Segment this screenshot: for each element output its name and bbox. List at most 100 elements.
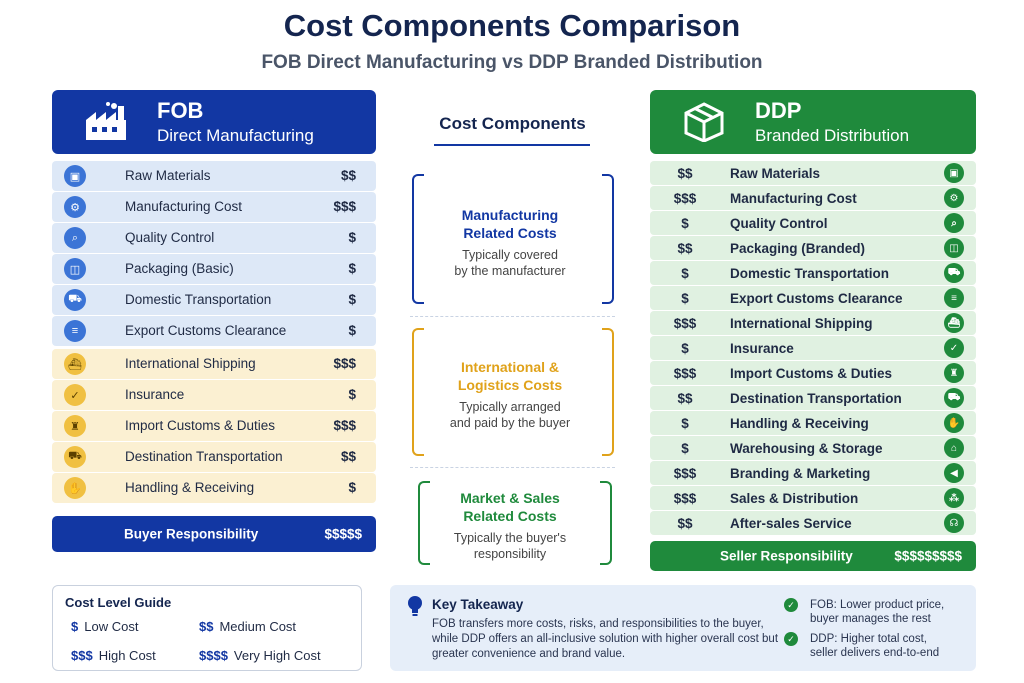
fob-row-destination-transportation: ⛟ Destination Transportation $$: [52, 442, 376, 472]
ddp-title: DDP: [755, 98, 802, 123]
headset-icon: ☊: [944, 513, 964, 533]
cost-level: $: [681, 266, 689, 281]
cost-level: $: [348, 480, 356, 495]
fob-title: FOB: [157, 98, 204, 123]
group-desc-line: responsibility: [473, 547, 547, 561]
cost-label: Quality Control: [125, 230, 215, 245]
ddp-header: DDP Branded Distribution: [650, 90, 976, 154]
gears-icon: ⚙: [64, 196, 86, 218]
magnifier-icon: ⌕: [64, 227, 86, 249]
cost-label: Quality Control: [730, 216, 828, 231]
cost-level: $: [348, 323, 356, 338]
ddp-row-destination-transportation: $$ Destination Transportation ⛟: [650, 386, 976, 410]
ddp-row-sales-distribution: $$$ Sales & Distribution ⁂: [650, 486, 976, 510]
group-separator: [410, 316, 615, 317]
manufacturing-brace-right: [602, 174, 614, 304]
ddp-description: Branded Distribution: [755, 126, 910, 145]
cost-label: International Shipping: [125, 356, 256, 371]
cost-level: $$: [340, 449, 356, 464]
cost-level: $$$: [673, 191, 697, 206]
cost-label: Sales & Distribution: [730, 491, 859, 506]
manufacturing-brace-left: [412, 174, 424, 304]
ship-icon: ⛴: [944, 313, 964, 333]
group-desc-line: Typically the buyer's: [453, 531, 567, 545]
megaphone-icon: ◀: [944, 463, 964, 483]
cost-label: Raw Materials: [125, 168, 211, 183]
guide-label: Medium Cost: [219, 619, 297, 634]
guide-item-low: $ Low Cost: [71, 619, 138, 634]
group-title-logistics: International & Logistics Costs: [430, 358, 590, 394]
point-line: buyer manages the rest: [810, 613, 931, 625]
fob-header: FOB Direct Manufacturing: [52, 90, 376, 154]
cost-label: Domestic Transportation: [730, 266, 890, 281]
guide-label: Low Cost: [84, 619, 139, 634]
customs-officer-icon: ♜: [64, 415, 86, 437]
cost-label: Import Customs & Duties: [730, 366, 893, 381]
fob-row-import-customs-duties: ♜ Import Customs & Duties $$$: [52, 411, 376, 441]
cost-level: $: [681, 441, 689, 456]
fob-row-manufacturing-cost: ⚙ Manufacturing Cost $$$: [52, 192, 376, 222]
cost-level: $$$: [333, 356, 356, 371]
takeaway-point-fob: ✓ FOB: Lower product price, buyer manage…: [784, 598, 969, 626]
cost-level: $: [681, 341, 689, 356]
cost-label: Manufacturing Cost: [730, 191, 857, 206]
cost-label: Import Customs & Duties: [125, 418, 276, 433]
takeaway-title: Key Takeaway: [432, 597, 524, 612]
document-icon: ≡: [944, 288, 964, 308]
cube-icon: ▣: [944, 163, 964, 183]
shield-icon: ✓: [64, 384, 86, 406]
cost-level: $$$: [333, 418, 356, 433]
cost-label: Insurance: [730, 341, 794, 356]
group-title-line: Logistics Costs: [457, 377, 563, 393]
cost-components-heading: Cost Components: [439, 114, 586, 133]
responsibility-cost: $$$$$: [324, 526, 362, 542]
cost-level: $$$: [333, 199, 356, 214]
ddp-row-international-shipping: $$$ International Shipping ⛴: [650, 311, 976, 335]
cost-label: Export Customs Clearance: [730, 291, 903, 306]
cost-level: $$$: [673, 491, 697, 506]
factory-icon: [86, 102, 126, 140]
group-desc-line: and paid by the buyer: [449, 416, 571, 430]
cost-label: Packaging (Basic): [125, 261, 234, 276]
guide-item-medium: $$ Medium Cost: [199, 619, 296, 634]
cost-level: $$: [677, 241, 693, 256]
cost-level: $: [348, 230, 356, 245]
cost-level: $: [348, 387, 356, 402]
key-takeaway-panel: Key Takeaway FOB transfers more costs, r…: [390, 585, 976, 671]
cost-label: Branding & Marketing: [730, 466, 871, 481]
responsibility-cost: $$$$$$$$$: [894, 548, 962, 564]
truck-icon: ⛟: [64, 289, 86, 311]
truck-icon: ⛟: [944, 388, 964, 408]
group-title-manufacturing: Manufacturing Related Costs: [430, 206, 590, 242]
cost-level: $$$: [673, 366, 697, 381]
responsibility-label: Seller Responsibility: [720, 548, 853, 564]
group-title-line: Manufacturing: [461, 207, 559, 223]
group-title-line: Related Costs: [463, 225, 557, 241]
group-desc-market: Typically the buyer's responsibility: [430, 530, 590, 562]
logistics-brace-left: [412, 328, 424, 456]
cost-level-guide: Cost Level Guide $ Low Cost $$ Medium Cost…: [52, 585, 362, 671]
fob-row-raw-materials: ▣ Raw Materials $$: [52, 161, 376, 191]
point-line: seller delivers end-to-end: [810, 647, 940, 659]
cost-label: Export Customs Clearance: [125, 323, 287, 338]
ddp-row-handling-receiving: $ Handling & Receiving ✋: [650, 411, 976, 435]
cube-icon: ▣: [64, 165, 86, 187]
cost-label: Warehousing & Storage: [730, 441, 883, 456]
group-separator: [410, 467, 615, 468]
guide-symbol: $$$: [71, 648, 93, 663]
ddp-row-export-customs-clearance: $ Export Customs Clearance ≡: [650, 286, 976, 310]
guide-symbol: $$: [199, 619, 214, 634]
guide-symbol: $: [71, 619, 79, 634]
magnifier-icon: ⌕: [944, 213, 964, 233]
logistics-brace-right: [602, 328, 614, 456]
group-desc-line: Typically arranged: [459, 400, 561, 414]
gift-box-icon: ◫: [944, 238, 964, 258]
takeaway-body: FOB transfers more costs, risks, and res…: [432, 618, 779, 660]
cost-label: Handling & Receiving: [125, 480, 255, 495]
fob-description: Direct Manufacturing: [157, 126, 314, 145]
ddp-row-insurance: $ Insurance ✓: [650, 336, 976, 360]
hand-box-icon: ✋: [944, 413, 964, 433]
cost-label: Destination Transportation: [730, 391, 902, 406]
lightbulb-icon: [408, 596, 422, 616]
guide-item-very-high: $$$$ Very High Cost: [199, 648, 321, 663]
